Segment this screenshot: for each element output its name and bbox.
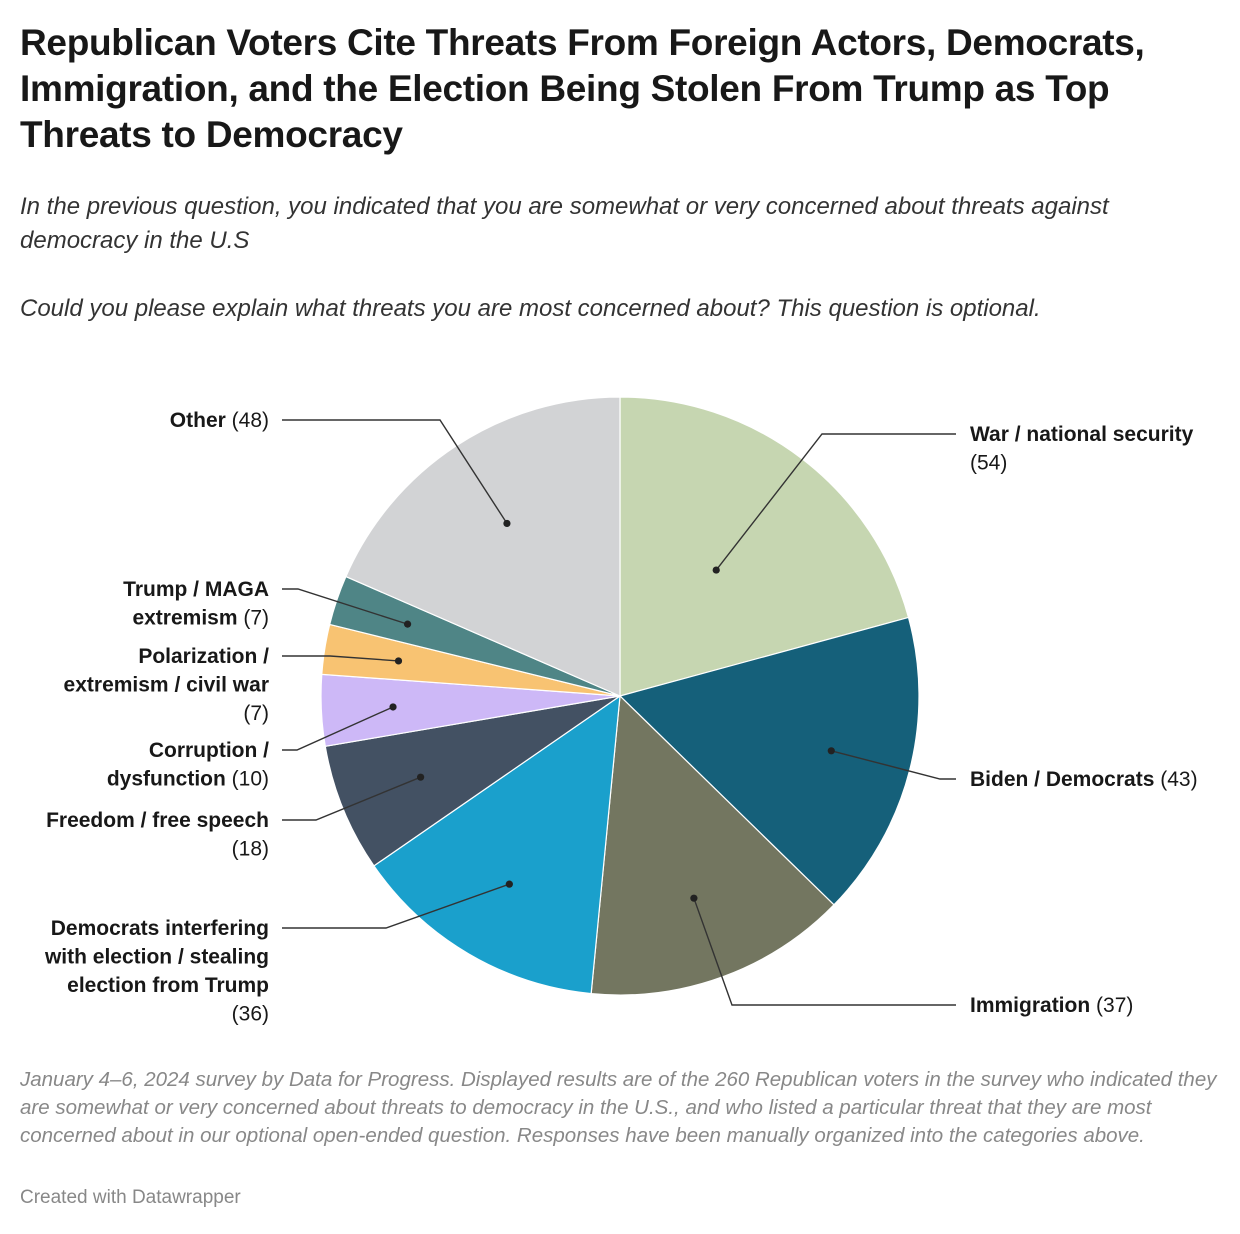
slice-label-freedom-free-speech: Freedom / free speech (18) [46,809,269,861]
leader-line-freedom-free-speech [282,776,421,821]
leader-dot-other [503,519,511,528]
slice-label-polarization-extremism-civil-war: Polarization / extremism / civil war (7) [64,645,270,725]
leader-line-other [282,419,508,524]
slice-label-corruption-dysfunction: Corruption / dysfunction (10) [107,739,269,791]
leader-dot-biden-democrats [827,747,835,755]
slice-label-democrats-interfering-with-election-stealing-election-from-trump: Democrats interfering with election / ste… [44,917,269,1026]
subtitle-question: Could you please explain what threats yo… [20,295,1041,322]
slice-label-trump-maga-extremism: Trump / MAGA extremism (7) [123,578,269,630]
slice-label-war-national-security: War / national security (54) [970,423,1194,475]
slice-label-biden-democrats: Biden / Democrats (43) [970,768,1198,791]
pie-slice-war-national-security[interactable] [619,396,910,697]
leader-line-immigration [693,897,956,1006]
pie-slices [320,396,920,996]
leader-dot-freedom-free-speech [417,773,425,781]
leader-dot-trump-maga-extremism [403,620,412,628]
subtitle-intro: In the previous question, you indicated … [20,193,1109,254]
leader-dot-corruption-dysfunction [389,703,397,711]
leader-dot-polarization-extremism-civil-war [394,657,403,665]
datawrapper-credit: Created with Datawrapper [20,1187,241,1208]
chart-notes: January 4–6, 2024 survey by Data for Pro… [20,1068,1217,1147]
leader-line-corruption-dysfunction [282,706,394,751]
leader-dot-war-national-security [712,566,720,574]
chart-title: Republican Voters Cite Threats From Fore… [20,22,1145,155]
pie-leader-lines [282,419,956,1006]
leader-dot-democrats-interfering-with-election-stealing-election-from-trump [505,880,513,888]
pie-labels: War / national security (54) Biden / Democ… [44,409,1198,1026]
leader-line-biden-democrats [831,750,956,780]
slice-label-other: Other (48) [170,409,269,432]
leader-dot-immigration [690,894,698,902]
leader-line-trump-maga-extremism [282,588,408,625]
leader-line-war-national-security [715,433,956,571]
leader-line-polarization-extremism-civil-war [282,655,399,662]
chart-subtitle: In the previous question, you indicated … [20,190,1220,326]
leader-line-democrats-interfering-with-election-stealing-election-from-trump [282,883,510,929]
pie-slice-democrats-interfering-with-election-stealing-election-from-trump[interactable] [373,694,621,995]
slice-label-immigration: Immigration (37) [970,994,1133,1017]
